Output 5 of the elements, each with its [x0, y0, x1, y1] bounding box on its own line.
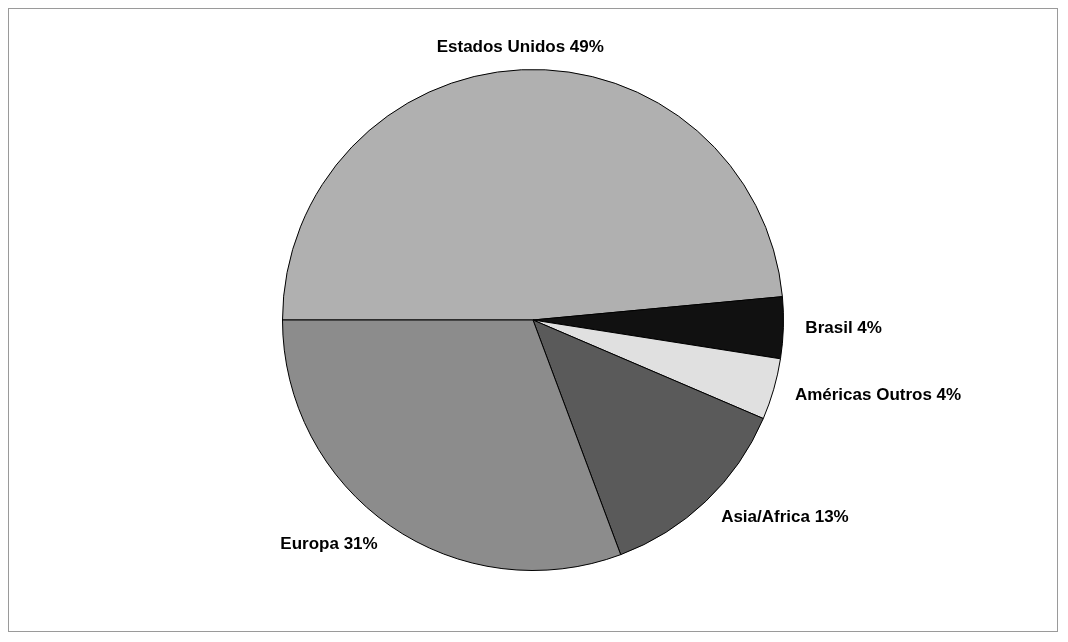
slice-label: Estados Unidos 49% — [436, 37, 604, 57]
slice-label: Américas Outros 4% — [794, 384, 962, 404]
slice-label: Europa 31% — [280, 533, 378, 553]
slice-label: Brasil 4% — [805, 318, 882, 338]
slice-label: Asia/Africa 13% — [721, 506, 849, 526]
